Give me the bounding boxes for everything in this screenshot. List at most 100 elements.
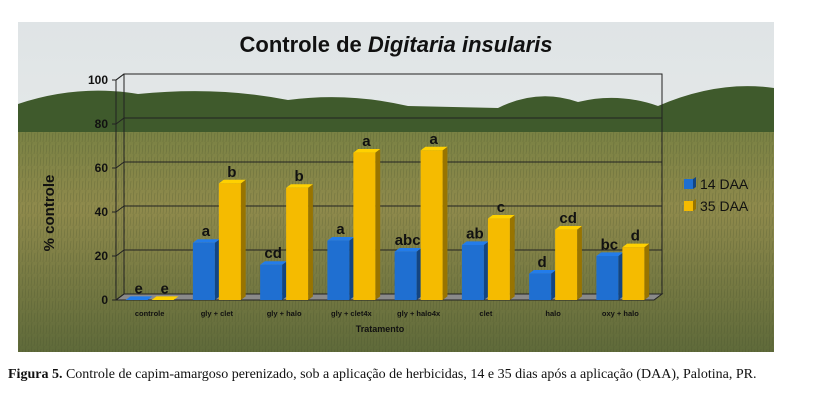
bar-side <box>509 215 515 300</box>
bar-top <box>394 248 422 252</box>
bar-top <box>151 296 179 300</box>
legend-swatch-side <box>693 199 696 211</box>
bar-side <box>214 239 220 300</box>
bar-35-daa <box>487 215 515 300</box>
x-tick-label: clet <box>479 309 492 318</box>
legend-swatch-side <box>693 177 696 189</box>
bar-side <box>551 270 556 300</box>
chart-title: Controle de Digitaria insularis <box>240 32 553 57</box>
gridline-diag <box>115 205 125 213</box>
bar-significance-label: b <box>227 164 236 181</box>
bar-14-daa <box>394 248 422 300</box>
y-tick-label: 100 <box>88 73 108 87</box>
bar-significance-label: c <box>497 199 505 216</box>
bar-side <box>577 226 582 300</box>
bar-front <box>622 247 645 300</box>
gridline-diag <box>115 161 125 169</box>
bar-significance-label: bc <box>601 236 619 253</box>
figure-caption: Figura 5. Controle de capim-amargoso per… <box>8 366 808 384</box>
bar-side <box>375 149 381 300</box>
y-tick-label: 80 <box>95 117 109 131</box>
bar-14-daa <box>327 237 355 300</box>
bar-significance-label: d <box>538 254 547 271</box>
bar-front <box>260 264 283 300</box>
bars <box>125 146 650 300</box>
bar-side <box>644 243 650 300</box>
bar-front <box>487 218 510 300</box>
bar-significance-label: a <box>336 221 345 238</box>
x-axis: controle gly + clet gly + halo gly + clet4x… <box>135 309 639 318</box>
y-tick-label: 60 <box>95 161 109 175</box>
bar-significance-label: abc <box>395 232 421 249</box>
bar-top <box>125 296 153 300</box>
bar-significance-label: a <box>429 131 438 148</box>
bar-top <box>529 270 556 274</box>
bar-top <box>622 243 650 248</box>
bar-significance-label: b <box>295 168 304 185</box>
caption-label: Figura 5. <box>8 367 63 382</box>
legend-label: 35 DAA <box>700 198 749 214</box>
bar-significance-label: e <box>134 280 142 297</box>
chart-panel: Controle de Digitaria insularis 0 20 40 60 8… <box>18 22 774 352</box>
bar-top <box>286 184 313 188</box>
bar-14-daa <box>260 261 287 300</box>
bar-front <box>596 256 619 300</box>
bar-significance-label: ab <box>466 225 484 242</box>
x-tick-label: gly + clet4x <box>331 309 372 318</box>
bar-35-daa <box>555 226 582 300</box>
bar-35-daa <box>286 184 313 300</box>
bar-35-daa <box>218 179 246 300</box>
bar-front <box>394 251 417 300</box>
legend-item: 35 DAA <box>684 198 749 214</box>
bar-top <box>596 252 624 256</box>
bar-front <box>420 150 443 300</box>
y-axis-label: % controle <box>41 175 58 252</box>
bar-top <box>487 215 515 219</box>
bar-35-daa <box>622 243 650 300</box>
bar-top <box>218 179 246 184</box>
x-tick-label: oxy + halo <box>602 309 639 318</box>
y-tick-label: 0 <box>101 293 108 307</box>
y-axis: 0 20 40 60 80 100 <box>88 73 116 307</box>
bar-front <box>192 242 215 300</box>
x-axis-label: Tratamento <box>356 324 405 334</box>
bar-side <box>282 261 287 300</box>
bar-front <box>327 240 350 300</box>
legend-swatch <box>684 179 693 189</box>
caption-text: Controle de capim-amargoso perenizado, s… <box>62 367 757 382</box>
background-photo <box>18 22 774 352</box>
bar-side <box>349 237 355 300</box>
bar-14-daa <box>192 239 220 300</box>
bar-top <box>353 149 381 153</box>
bar-14-daa <box>596 252 624 300</box>
bar-front <box>529 273 552 300</box>
x-tick-label: gly + clet <box>201 309 234 318</box>
bar-front <box>555 229 578 300</box>
gridline-diag <box>115 249 125 257</box>
bar-significance-label: cd <box>264 245 282 262</box>
bar-top <box>555 226 582 230</box>
bar-significance-label: a <box>202 223 211 240</box>
bar-top <box>327 237 355 241</box>
bar-front <box>353 152 376 300</box>
bar-top <box>260 261 287 265</box>
bar-front <box>218 183 241 300</box>
bar-14-daa <box>125 296 153 300</box>
bar-side <box>442 146 448 300</box>
bar-significance-label: cd <box>559 210 577 227</box>
x-tick-label: gly + halo <box>267 309 302 318</box>
bar-35-daa <box>420 146 448 300</box>
bar-14-daa <box>529 270 556 300</box>
bar-35-daa <box>353 149 381 300</box>
bar-side <box>416 248 422 300</box>
y-tick-label: 40 <box>95 205 109 219</box>
legend-item: 14 DAA <box>684 176 749 192</box>
legend-swatch <box>684 201 693 211</box>
bar-front <box>461 245 484 300</box>
x-tick-label: controle <box>135 309 165 318</box>
gridline-diag <box>115 117 125 125</box>
bar-significance-label: a <box>362 133 371 150</box>
gridline-diag <box>115 293 125 301</box>
legend-label: 14 DAA <box>700 176 749 192</box>
